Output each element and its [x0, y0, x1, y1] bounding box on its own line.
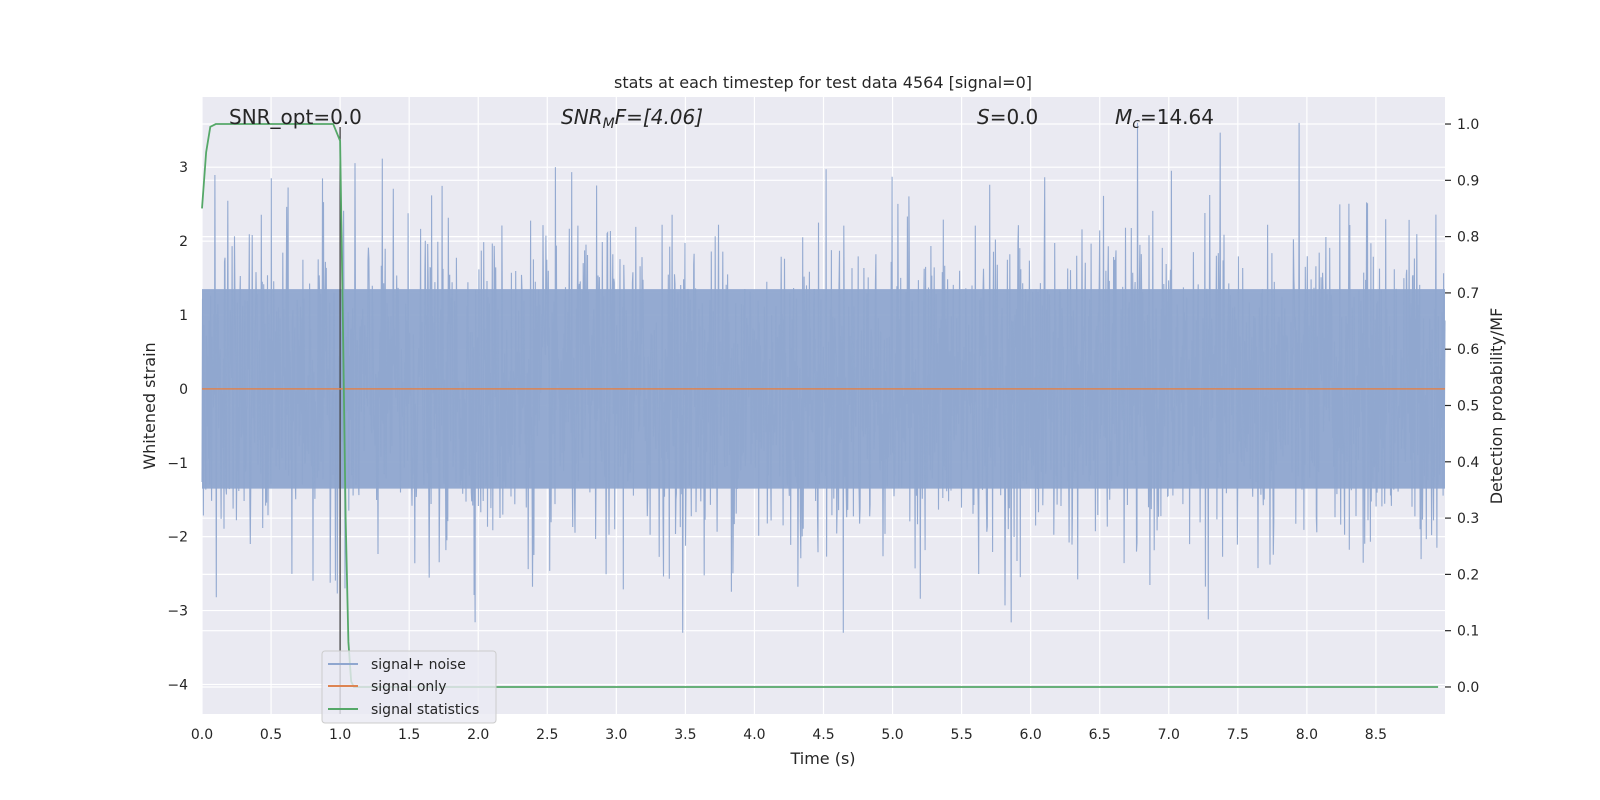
x-tick-label: 3.0	[605, 727, 627, 743]
y2-tick-label: 1.0	[1457, 117, 1479, 133]
noise-line	[201, 122, 1446, 633]
x-tick-label: 3.5	[674, 727, 696, 743]
x-tick-label: 5.0	[881, 727, 903, 743]
x-tick-label: 0.0	[191, 727, 213, 743]
legend-box	[321, 650, 497, 724]
y-axis-label: Whitened strain	[140, 342, 159, 469]
annotation-snr-mf-sub: M	[603, 116, 615, 132]
annotation-s-italic: S	[977, 105, 990, 129]
x-tick-label: 5.5	[950, 727, 972, 743]
y-tick-label: 2	[179, 234, 188, 250]
legend-label-signal-statistics: signal statistics	[371, 702, 479, 718]
x-tick-label: 4.5	[812, 727, 834, 743]
y2-tick-label: 0.8	[1457, 230, 1479, 246]
annotation-mc: Mc=14.64	[1115, 105, 1214, 132]
x-tick-label: 2.0	[467, 727, 489, 743]
y-tick-label: −2	[167, 530, 188, 546]
annotation-s: S=0.0	[977, 105, 1038, 129]
legend: signal+ noise signal only signal statist…	[321, 650, 497, 724]
x-tick-label: 2.5	[536, 727, 558, 743]
y2-tick-label: 0.6	[1457, 342, 1479, 358]
chart-title: stats at each timestep for test data 456…	[614, 73, 1032, 92]
y2-tick-label: 0.5	[1457, 399, 1479, 415]
annotation-mc-rest: =14.64	[1140, 105, 1214, 129]
x-tick-label: 7.0	[1158, 727, 1180, 743]
y2-tick-label: 0.9	[1457, 173, 1479, 189]
annotation-snr-opt: SNR_opt=0.0	[229, 105, 362, 129]
x-axis-label: Time (s)	[789, 749, 855, 768]
x-tick-label: 4.0	[743, 727, 765, 743]
y-tick-label: 3	[179, 160, 188, 176]
y2-tick-label: 0.1	[1457, 624, 1479, 640]
x-tick-label: 1.5	[398, 727, 420, 743]
y2-tick-label: 0.2	[1457, 567, 1479, 583]
y2-tick-label: 0.0	[1457, 680, 1479, 696]
y-tick-label: 0	[179, 382, 188, 398]
x-tick-label: 8.0	[1296, 727, 1318, 743]
y-tick-label: −4	[167, 677, 188, 693]
annotation-snr-mf: SNRMF=[4.06]	[561, 105, 703, 132]
annotation-snr-mf-rest: F=[4.06]	[615, 105, 703, 129]
y-tick-label: 1	[179, 308, 188, 324]
y2-tick-label: 0.3	[1457, 511, 1479, 527]
x-tick-label: 1.0	[329, 727, 351, 743]
annotation-mc-sub: c	[1132, 116, 1140, 132]
annotation-s-rest: =0.0	[990, 105, 1039, 129]
y2-axis-label: Detection probability/MF	[1487, 308, 1506, 505]
x-tick-label: 7.5	[1227, 727, 1249, 743]
x-tick-label: 8.5	[1365, 727, 1387, 743]
legend-label-signal-noise: signal+ noise	[371, 657, 466, 673]
x-tick-label: 6.5	[1089, 727, 1111, 743]
ticks: 0.0 0.5 1.0 1.5 2.0 2.5 3.0 3.5 4.0 4.5 5.0 5.5 6.0 6…	[167, 117, 1479, 743]
x-tick-label: 6.0	[1020, 727, 1042, 743]
annotation-mc-italic: M	[1115, 105, 1132, 129]
y-tick-label: −1	[167, 456, 188, 472]
y2-tick-label: 0.7	[1457, 286, 1479, 302]
annotation-snr-mf-italic: SNR	[561, 105, 603, 129]
x-tick-label: 0.5	[260, 727, 282, 743]
y-tick-label: −3	[167, 604, 188, 620]
y2-tick-label: 0.4	[1457, 455, 1479, 471]
legend-label-signal-only: signal only	[371, 679, 446, 695]
